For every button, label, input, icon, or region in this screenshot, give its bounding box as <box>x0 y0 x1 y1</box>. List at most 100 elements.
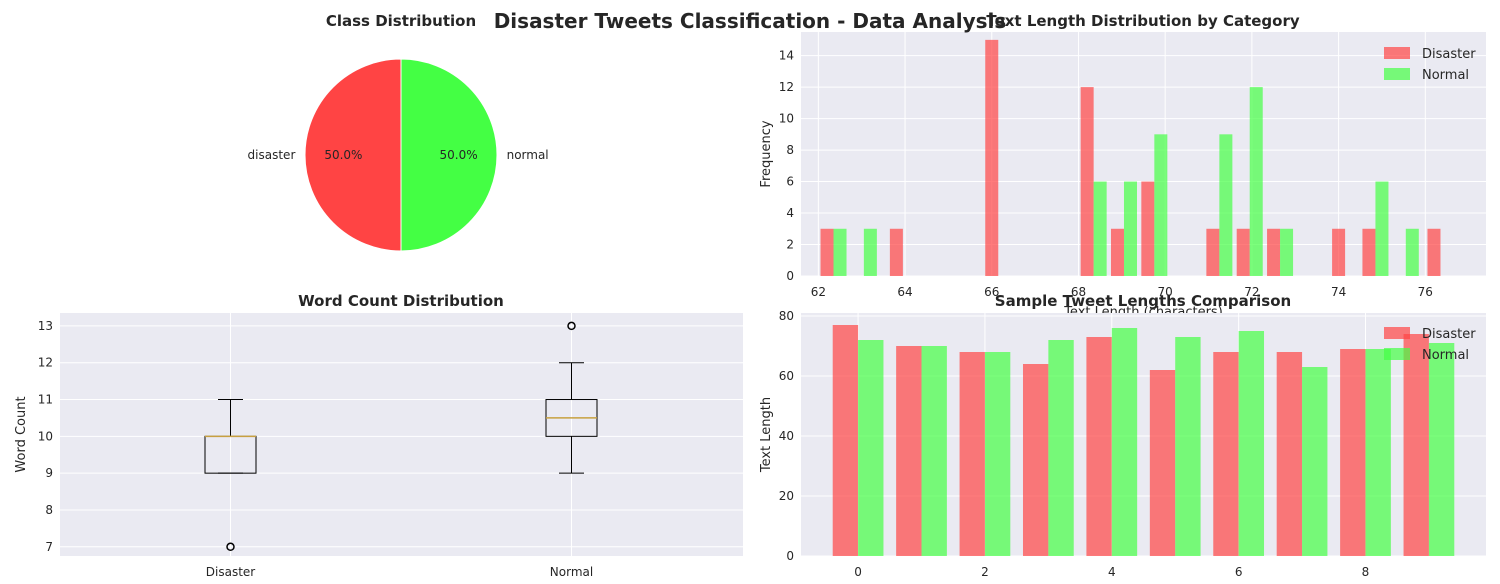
pie-label-disaster: disaster <box>248 148 296 162</box>
bar-normal <box>1238 331 1265 556</box>
y-tick-label: 20 <box>779 489 794 503</box>
y-axis-label: Text Length <box>759 397 774 473</box>
hist-bar-normal <box>1093 181 1107 276</box>
hist-bar-normal <box>1405 228 1419 276</box>
y-tick-label: 11 <box>38 393 53 407</box>
bar-title: Sample Tweet Lengths Comparison <box>995 292 1291 310</box>
hist-bar-disaster <box>1080 87 1094 276</box>
plot-area <box>60 313 743 556</box>
x-tick-label: 74 <box>1331 285 1346 299</box>
y-tick-label: 0 <box>786 549 794 563</box>
boxplot-word-count: Disaster Normal 7 8 9 10 11 12 13 Word Count Word … <box>14 292 743 579</box>
bar-normal <box>858 340 884 556</box>
y-tick-label: 2 <box>786 238 794 252</box>
bar-disaster <box>1022 364 1049 556</box>
y-axis-label: Word Count <box>14 396 29 472</box>
y-tick-label: 6 <box>786 175 794 189</box>
hist-bar-normal <box>1249 87 1263 276</box>
hist-bar-normal <box>1154 134 1168 276</box>
y-tick-label: 12 <box>779 80 794 94</box>
y-tick-label: 8 <box>45 503 53 517</box>
pie-label-normal: normal <box>507 148 549 162</box>
x-tick-label: 68 <box>1071 285 1086 299</box>
bar-normal <box>1175 337 1201 556</box>
x-tick-label: 62 <box>811 285 826 299</box>
hist-bar-disaster <box>1427 228 1441 276</box>
pie-chart-class-distribution: disaster 50.0% normal 50.0% Class Distributi… <box>248 12 549 252</box>
y-tick-label: 40 <box>779 429 794 443</box>
hist-bar-disaster <box>1236 228 1250 276</box>
x-tick-label: 66 <box>984 285 999 299</box>
bar-normal <box>984 352 1011 556</box>
legend-swatch-normal <box>1384 68 1410 80</box>
x-tick-label: 64 <box>897 285 912 299</box>
hist-bar-normal <box>863 228 877 276</box>
y-tick-label: 13 <box>38 319 53 333</box>
bar-normal <box>1111 328 1138 556</box>
x-tick-label: 6 <box>1235 565 1243 579</box>
x-tick-label: 76 <box>1418 285 1433 299</box>
bar-disaster <box>1213 352 1239 556</box>
y-tick-label: 12 <box>38 356 53 370</box>
legend-swatch-disaster <box>1384 47 1410 59</box>
pie-slice-normal <box>400 58 498 252</box>
pie-percent-normal: 50.0% <box>440 148 478 162</box>
y-tick-label: 8 <box>786 143 794 157</box>
y-tick-label: 4 <box>786 206 794 220</box>
y-tick-label: 10 <box>779 112 794 126</box>
legend-swatch-disaster <box>1384 327 1410 339</box>
hist-bar-normal <box>1219 134 1233 276</box>
y-tick-label: 9 <box>45 466 53 480</box>
hist-bar-disaster <box>1362 228 1376 276</box>
bar-normal <box>921 346 947 556</box>
x-tick-label: Disaster <box>206 565 256 579</box>
pie-slice-disaster <box>304 58 402 252</box>
bar-disaster <box>1149 370 1176 556</box>
hist-bar-disaster <box>985 39 999 276</box>
bar-normal <box>1428 343 1455 556</box>
hist-title: Text Length Distribution by Category <box>986 12 1300 30</box>
bar-disaster <box>896 346 922 556</box>
hist-bar-disaster <box>1267 228 1281 276</box>
y-tick-label: 60 <box>779 369 794 383</box>
pie-percent-disaster: 50.0% <box>324 148 362 162</box>
outlier-point-disaster <box>226 542 235 552</box>
legend-label-normal: Normal <box>1422 68 1469 83</box>
hist-bar-disaster <box>820 228 834 276</box>
bar-normal <box>1302 367 1328 556</box>
pie-title: Class Distribution <box>326 12 476 30</box>
y-axis-label: Frequency <box>759 120 774 187</box>
hist-bar-normal <box>833 228 847 276</box>
figure-suptitle: Disaster Tweets Classification - Data An… <box>494 9 1007 33</box>
hist-bar-normal <box>1375 181 1389 276</box>
hist-bar-normal <box>1123 181 1137 276</box>
hist-bar-disaster <box>1141 181 1155 276</box>
x-tick-label: 8 <box>1362 565 1370 579</box>
x-tick-label: 72 <box>1244 285 1259 299</box>
bar-disaster <box>1086 337 1112 556</box>
x-tick-label: 2 <box>981 565 989 579</box>
hist-bar-disaster <box>1332 228 1346 276</box>
hist-bar-disaster <box>1206 228 1220 276</box>
bar-disaster <box>1403 334 1429 556</box>
legend-label-disaster: Disaster <box>1422 327 1476 342</box>
hist-bar-disaster <box>1110 228 1124 276</box>
bar-disaster <box>832 325 859 556</box>
x-tick-label: 4 <box>1108 565 1116 579</box>
hist-bar-disaster <box>889 228 903 276</box>
legend-swatch-normal <box>1384 348 1410 360</box>
y-tick-label: 10 <box>38 429 53 443</box>
y-tick-label: 14 <box>779 49 794 63</box>
x-tick-label: Normal <box>550 565 593 579</box>
y-tick-label: 0 <box>786 269 794 283</box>
outlier-point-normal <box>567 321 576 331</box>
y-tick-label: 7 <box>45 540 53 554</box>
bar-normal <box>1365 349 1391 556</box>
bar-normal <box>1048 340 1074 556</box>
bar-disaster <box>1276 352 1303 556</box>
legend-label-disaster: Disaster <box>1422 47 1476 62</box>
x-tick-label: 70 <box>1158 285 1173 299</box>
